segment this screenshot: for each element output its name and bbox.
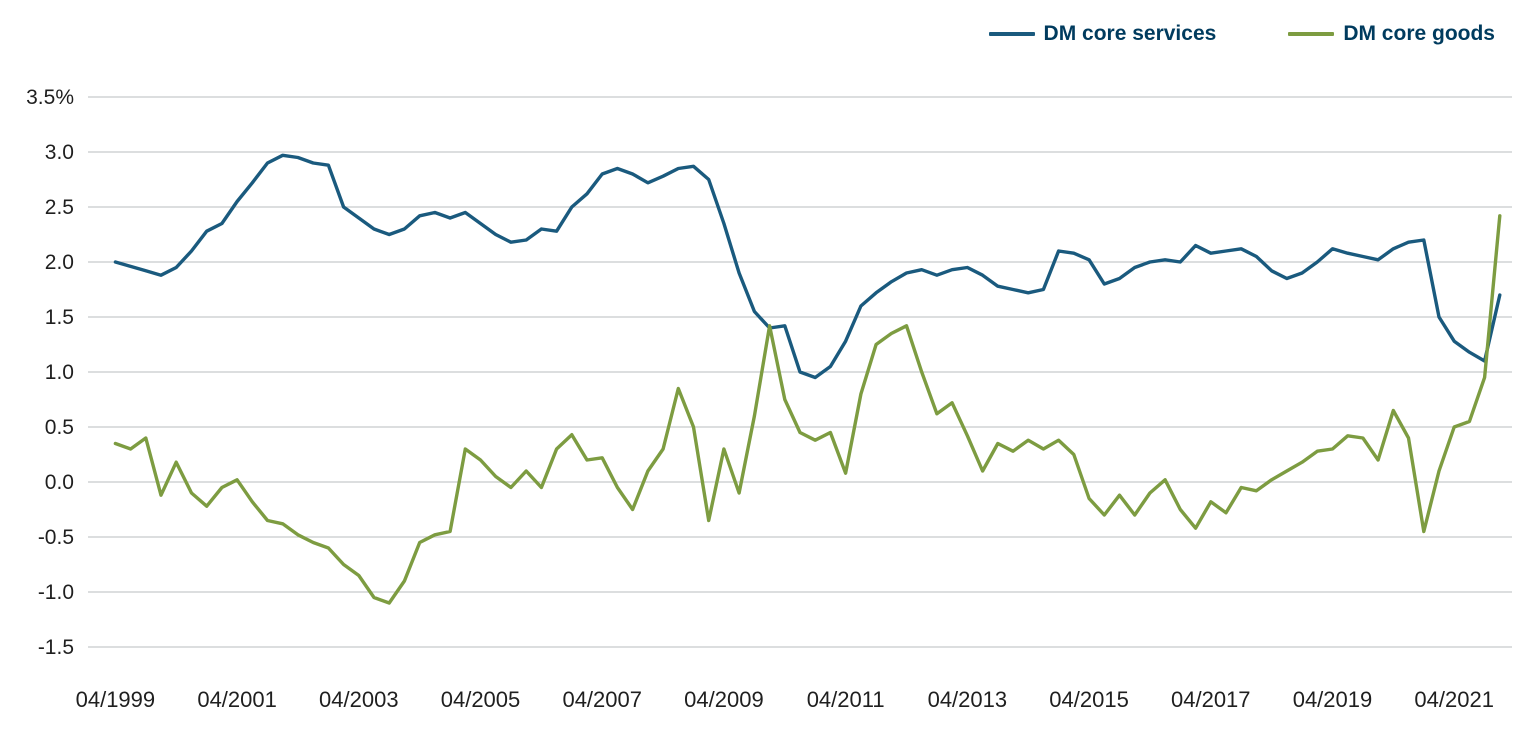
x-axis-labels: 04/1999 04/2001 04/2003 04/2005 04/2007 04/20… <box>76 687 1494 712</box>
x-tick-label: 04/2017 <box>1171 687 1251 712</box>
legend-label-dm-core-services: DM core services <box>1043 22 1217 45</box>
series-line-dm-core-services <box>113 153 1502 380</box>
x-tick-label: 04/2013 <box>928 687 1008 712</box>
x-tick-label: 04/2009 <box>684 687 764 712</box>
legend-swatch-dm-core-goods-line <box>1288 32 1335 36</box>
x-tick-label: 04/2007 <box>562 687 642 712</box>
legend-item-dm-core-services: DM core services <box>988 22 1217 46</box>
y-tick-label: 0.5 <box>45 416 74 439</box>
y-tick-label: -0.5 <box>38 526 74 549</box>
x-tick-label: 04/2003 <box>319 687 399 712</box>
x-tick-label: 04/1999 <box>76 687 156 712</box>
x-tick-label: 04/2001 <box>197 687 277 712</box>
y-tick-label: -1.5 <box>38 636 74 659</box>
legend-item-dm-core-goods: DM core goods <box>1288 22 1495 46</box>
y-tick-label: 0.0 <box>45 471 74 494</box>
legend-swatch-dm-core-services-line <box>988 32 1035 36</box>
legend-label-dm-core-goods: DM core goods <box>1343 22 1495 45</box>
x-tick-label: 04/2011 <box>807 687 885 712</box>
x-tick-label: 04/2005 <box>441 687 521 712</box>
y-axis-labels: 3.5% 3.0 2.5 2.0 1.5 1.0 0.5 0.0 -0.5 -1.0 -1.5 <box>26 86 74 659</box>
y-tick-label: 2.0 <box>45 251 74 274</box>
y-tick-label: 3.5% <box>26 86 74 109</box>
series-line-dm-core-goods <box>113 214 1502 605</box>
y-tick-label: 1.5 <box>45 306 74 329</box>
y-tick-label: -1.0 <box>38 581 74 604</box>
x-tick-label: 04/2015 <box>1049 687 1129 712</box>
chart-legend: DM core services DM core goods <box>988 22 1495 46</box>
plot-lines <box>113 153 1502 605</box>
x-tick-label: 04/2019 <box>1293 687 1373 712</box>
x-tick-label: 04/2021 <box>1414 687 1494 712</box>
y-tick-label: 2.5 <box>45 196 74 219</box>
y-tick-label: 3.0 <box>45 141 74 164</box>
y-tick-label: 1.0 <box>45 361 74 384</box>
